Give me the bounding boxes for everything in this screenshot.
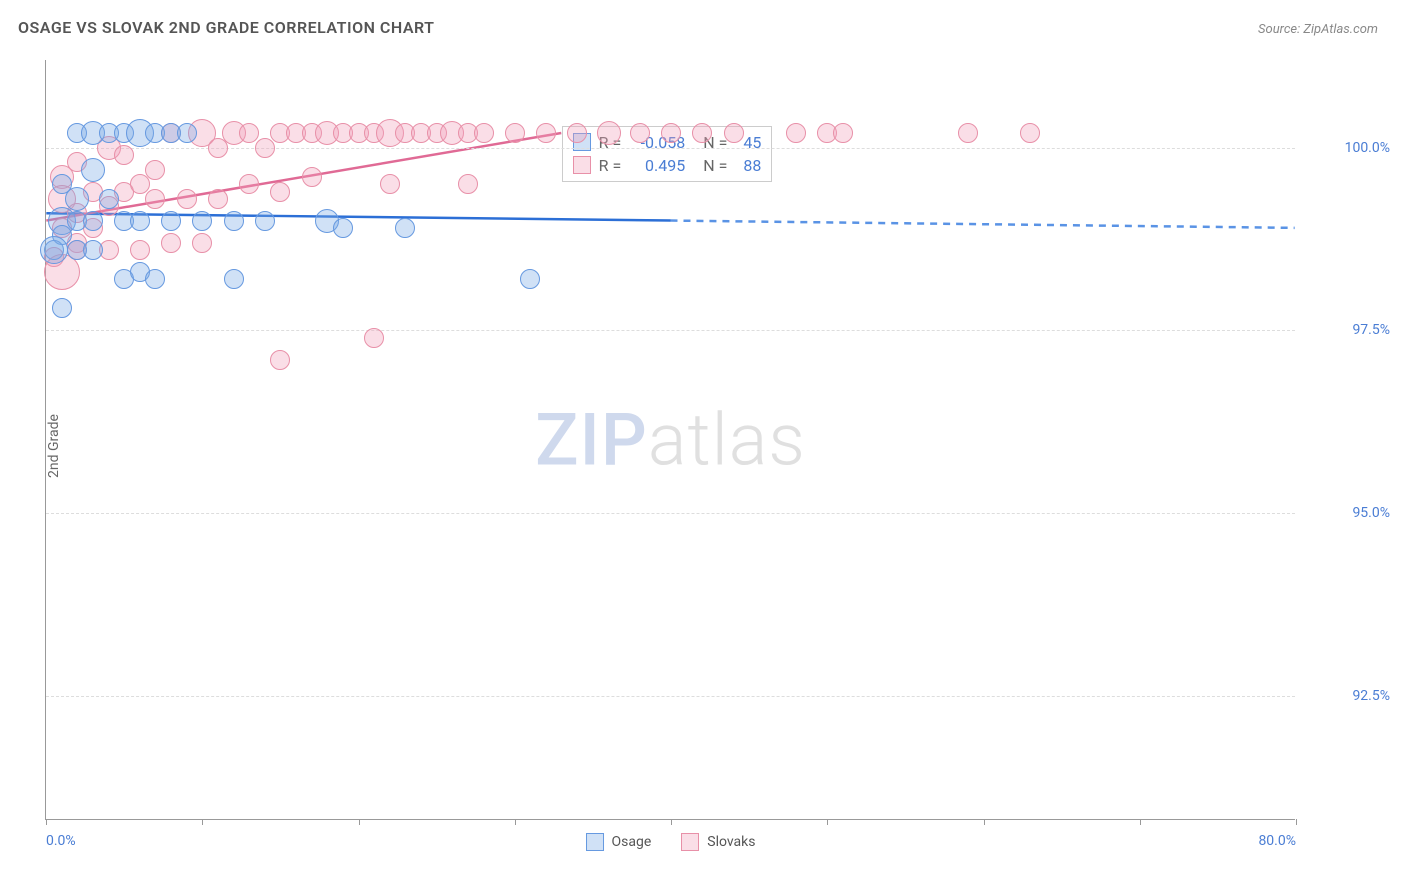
x-tick-label: 0.0% — [46, 833, 76, 849]
scatter-point-slovaks — [130, 174, 150, 194]
scatter-point-slovaks — [270, 350, 290, 370]
stats-n-label: N = — [703, 156, 727, 175]
scatter-point-osage — [333, 218, 353, 238]
scatter-point-slovaks — [208, 189, 228, 209]
scatter-point-slovaks — [380, 174, 400, 194]
scatter-point-slovaks — [661, 123, 681, 143]
scatter-point-osage — [83, 240, 103, 260]
scatter-point-slovaks — [177, 189, 197, 209]
scatter-point-osage — [161, 211, 181, 231]
scatter-point-slovaks — [270, 182, 290, 202]
scatter-point-slovaks — [161, 233, 181, 253]
scatter-point-osage — [255, 211, 275, 231]
x-tick — [1140, 819, 1141, 825]
scatter-point-slovaks — [364, 328, 384, 348]
scatter-point-slovaks — [239, 174, 259, 194]
stats-r-value: 0.495 — [629, 156, 685, 175]
scatter-point-osage — [40, 236, 68, 264]
gridline-h — [46, 330, 1295, 331]
scatter-point-slovaks — [786, 123, 806, 143]
bottom-legend: Osage Slovaks — [586, 833, 756, 851]
watermark: ZIPatlas — [535, 397, 806, 482]
x-tick — [515, 819, 516, 825]
scatter-point-slovaks — [630, 123, 650, 143]
x-tick-label: 80.0% — [1258, 833, 1296, 849]
stats-swatch-slovaks — [573, 156, 591, 174]
scatter-point-slovaks — [302, 167, 322, 187]
scatter-point-slovaks — [145, 189, 165, 209]
chart-title: OSAGE VS SLOVAK 2ND GRADE CORRELATION CH… — [18, 18, 435, 37]
scatter-point-slovaks — [192, 233, 212, 253]
x-tick — [827, 819, 828, 825]
scatter-point-osage — [395, 218, 415, 238]
legend-swatch-slovaks — [681, 833, 699, 851]
scatter-point-slovaks — [692, 123, 712, 143]
legend-label: Slovaks — [707, 834, 755, 850]
y-tick-label: 95.0% — [1352, 505, 1390, 521]
x-tick — [1296, 819, 1297, 825]
legend-item-osage: Osage — [586, 833, 652, 851]
scatter-point-osage — [65, 187, 89, 211]
scatter-point-slovaks — [958, 123, 978, 143]
scatter-point-slovaks — [255, 138, 275, 158]
scatter-point-osage — [81, 158, 105, 182]
plot-area: ZIPatlas R =-0.058N =45R =0.495N =88 Osa… — [45, 60, 1295, 820]
scatter-point-osage — [177, 123, 197, 143]
x-tick — [46, 819, 47, 825]
scatter-point-osage — [520, 269, 540, 289]
scatter-point-slovaks — [130, 240, 150, 260]
stats-r-label: R = — [599, 156, 622, 175]
gridline-h — [46, 696, 1295, 697]
scatter-point-osage — [145, 269, 165, 289]
scatter-point-osage — [224, 269, 244, 289]
watermark-zip: ZIP — [535, 397, 648, 482]
scatter-point-slovaks — [114, 145, 134, 165]
x-tick — [671, 819, 672, 825]
gridline-h — [46, 513, 1295, 514]
x-tick — [202, 819, 203, 825]
chart-container: OSAGE VS SLOVAK 2ND GRADE CORRELATION CH… — [0, 0, 1406, 892]
scatter-point-slovaks — [536, 123, 556, 143]
y-tick-label: 100.0% — [1345, 140, 1390, 156]
scatter-point-slovaks — [474, 123, 494, 143]
y-tick-label: 92.5% — [1352, 688, 1390, 704]
scatter-point-slovaks — [724, 123, 744, 143]
scatter-point-osage — [52, 298, 72, 318]
scatter-point-slovaks — [1020, 123, 1040, 143]
legend-label: Osage — [612, 834, 652, 850]
scatter-point-osage — [224, 211, 244, 231]
x-tick — [984, 819, 985, 825]
scatter-point-slovaks — [239, 123, 259, 143]
scatter-point-slovaks — [145, 160, 165, 180]
scatter-point-slovaks — [567, 123, 587, 143]
scatter-point-slovaks — [833, 123, 853, 143]
watermark-atlas: atlas — [648, 397, 806, 482]
scatter-point-osage — [99, 189, 119, 209]
gridline-h — [46, 148, 1295, 149]
stats-n-value: 88 — [735, 156, 761, 175]
scatter-point-slovaks — [597, 121, 621, 145]
legend-item-slovaks: Slovaks — [681, 833, 755, 851]
source-label: Source: ZipAtlas.com — [1258, 22, 1378, 37]
scatter-point-osage — [192, 211, 212, 231]
y-tick-label: 97.5% — [1352, 322, 1390, 338]
scatter-point-osage — [130, 211, 150, 231]
x-tick — [359, 819, 360, 825]
stats-row-slovaks: R = 0.495 N = 88 — [573, 154, 762, 177]
scatter-point-slovaks — [505, 123, 525, 143]
scatter-point-slovaks — [458, 174, 478, 194]
scatter-point-osage — [83, 211, 103, 231]
legend-swatch-osage — [586, 833, 604, 851]
